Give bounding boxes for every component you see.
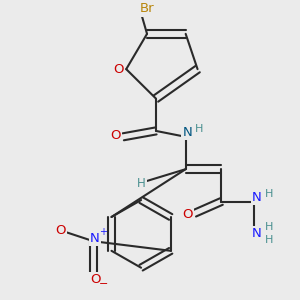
Text: O: O [111, 129, 121, 142]
Text: N: N [252, 190, 262, 204]
Text: H: H [265, 222, 273, 233]
Text: N: N [90, 232, 100, 245]
Text: +: + [99, 227, 107, 237]
Text: N: N [252, 227, 262, 240]
Text: H: H [195, 124, 203, 134]
Text: H: H [137, 177, 146, 190]
Text: O: O [56, 224, 66, 237]
Text: O: O [90, 273, 100, 286]
Text: O: O [182, 208, 192, 221]
Text: O: O [113, 63, 124, 76]
Text: Br: Br [140, 2, 154, 15]
Text: H: H [265, 189, 273, 199]
Text: H: H [265, 236, 273, 245]
Text: −: − [98, 280, 108, 290]
Text: N: N [182, 126, 192, 139]
